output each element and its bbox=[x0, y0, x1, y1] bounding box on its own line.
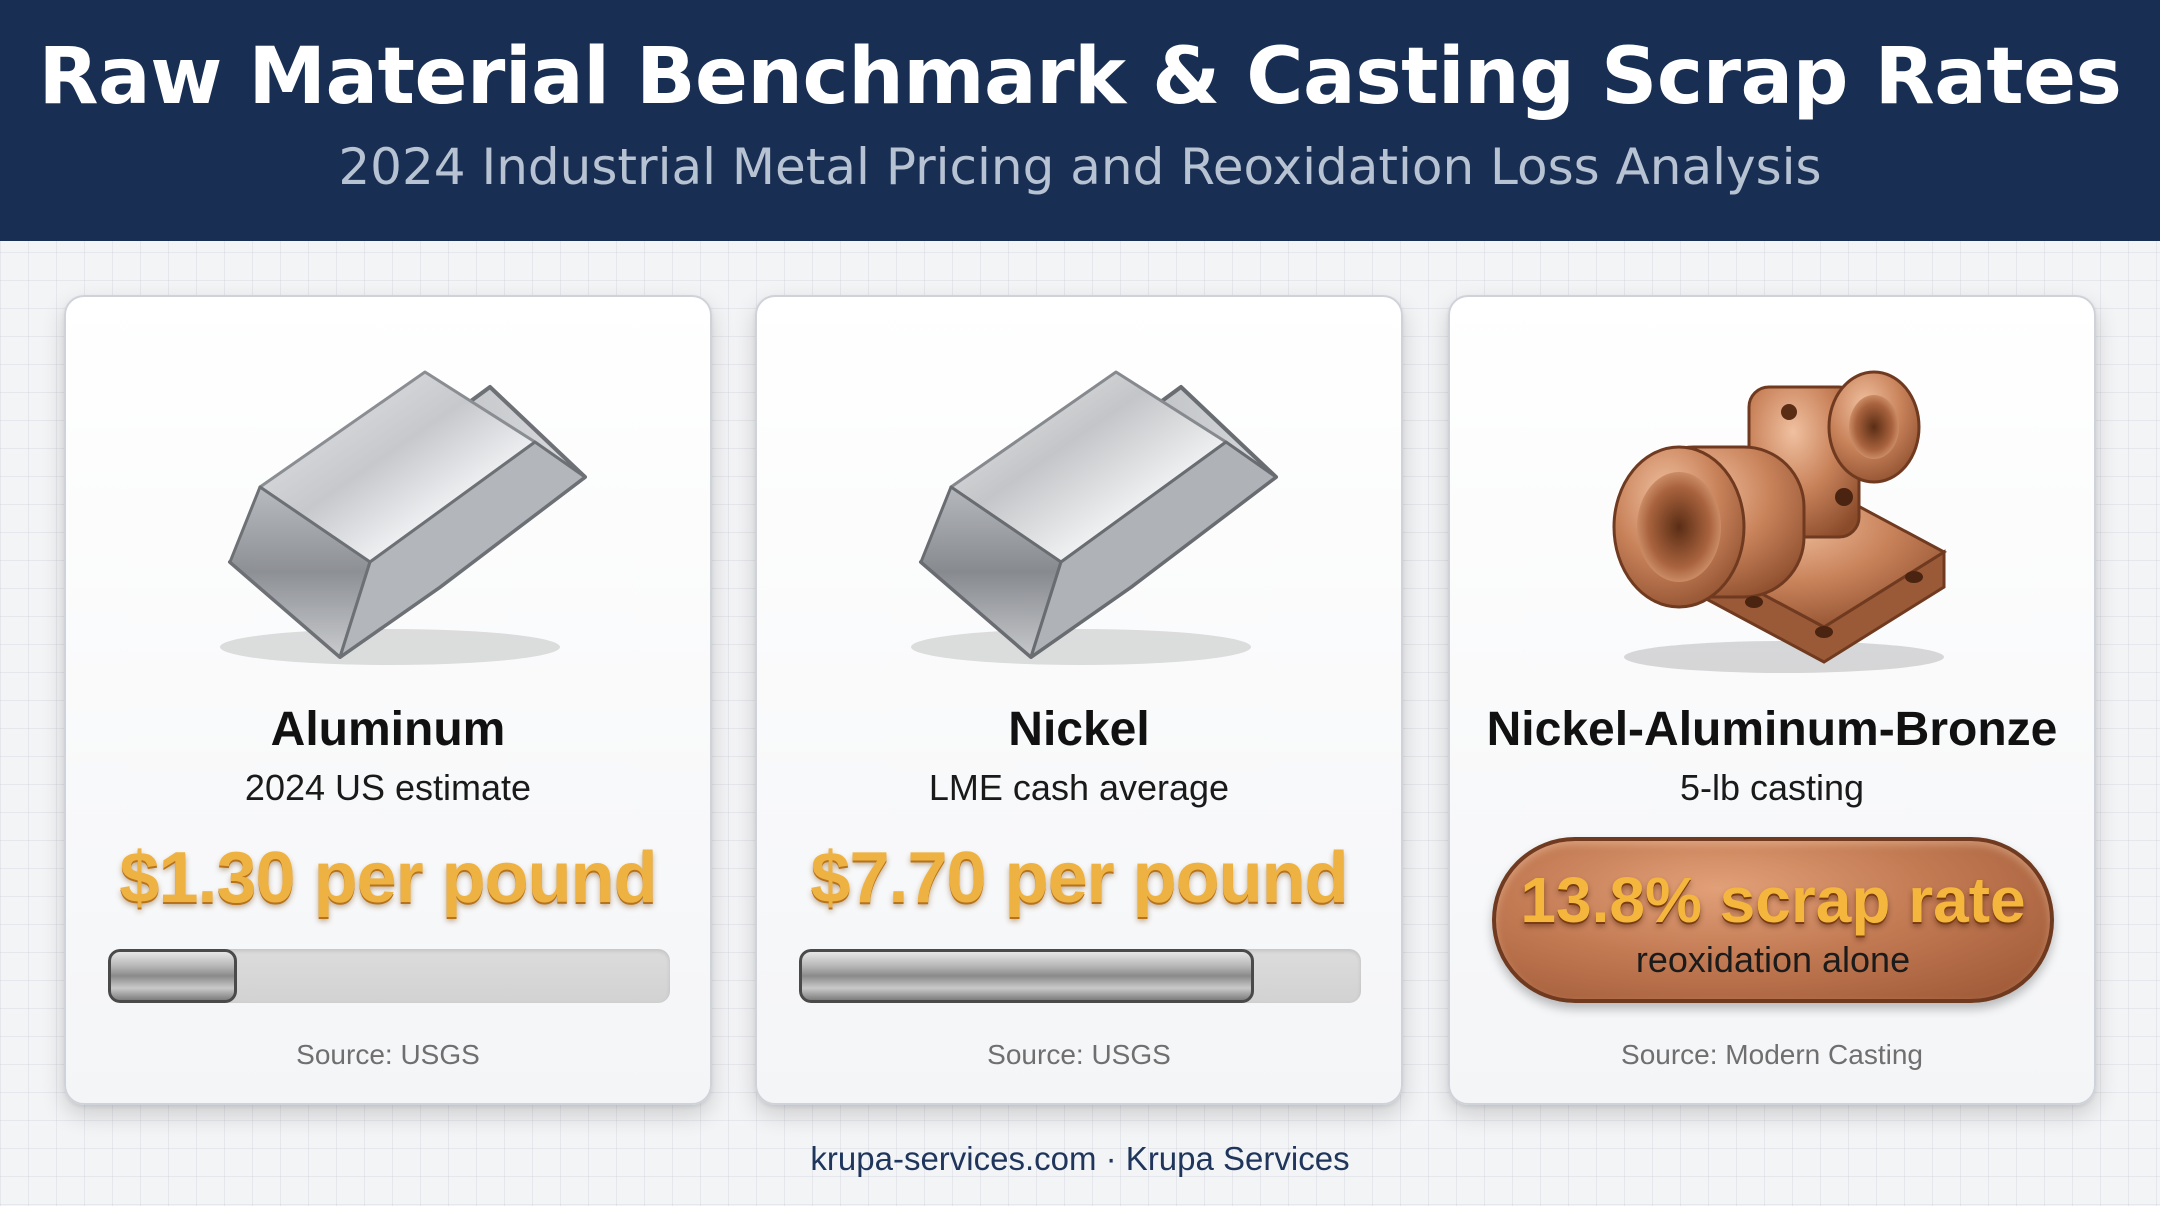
page-title: Raw Material Benchmark & Casting Scrap R… bbox=[38, 32, 2122, 122]
price-bar-fill bbox=[799, 949, 1255, 1003]
material-price: $7.70 per pound bbox=[810, 838, 1348, 918]
source-note: Source: Modern Casting bbox=[1621, 1039, 1923, 1070]
material-name: Aluminum bbox=[270, 703, 506, 756]
scrap-rate-badge: 13.8% scrap rate reoxidation alone bbox=[1492, 837, 2054, 1003]
price-bar bbox=[799, 949, 1361, 1003]
scrap-rate-value: 13.8% scrap rate bbox=[1520, 864, 2026, 936]
material-card-nickel: Nickel LME cash average $7.70 per pound … bbox=[755, 295, 1403, 1105]
material-card-aluminum: Aluminum 2024 US estimate $1.30 per poun… bbox=[64, 295, 712, 1105]
material-description: 5-lb casting bbox=[1679, 767, 1865, 808]
material-description: 2024 US estimate bbox=[244, 767, 532, 808]
price-bar-fill bbox=[108, 949, 238, 1003]
aluminum-ingot-icon bbox=[220, 370, 587, 665]
material-price: $1.30 per pound bbox=[119, 838, 657, 918]
material-name: Nickel bbox=[1008, 703, 1150, 756]
page-subtitle: 2024 Industrial Metal Pricing and Reoxid… bbox=[338, 138, 1822, 196]
nickel-ingot-icon bbox=[911, 370, 1278, 665]
material-description: LME cash average bbox=[928, 767, 1230, 808]
header-banner: Raw Material Benchmark & Casting Scrap R… bbox=[0, 0, 2160, 241]
price-bar bbox=[108, 949, 670, 1003]
material-card-nickel-aluminum-bronze: Nickel-Aluminum-Bronze 5-lb casting 13.8… bbox=[1448, 295, 2096, 1105]
source-note: Source: USGS bbox=[987, 1039, 1171, 1070]
footer-credit: krupa-services.com · Krupa Services bbox=[810, 1140, 1350, 1177]
scrap-rate-note: reoxidation alone bbox=[1635, 939, 1911, 980]
bronze-casting-icon bbox=[1612, 370, 1947, 673]
source-note: Source: USGS bbox=[296, 1039, 480, 1070]
material-name: Nickel-Aluminum-Bronze bbox=[1486, 703, 2058, 756]
